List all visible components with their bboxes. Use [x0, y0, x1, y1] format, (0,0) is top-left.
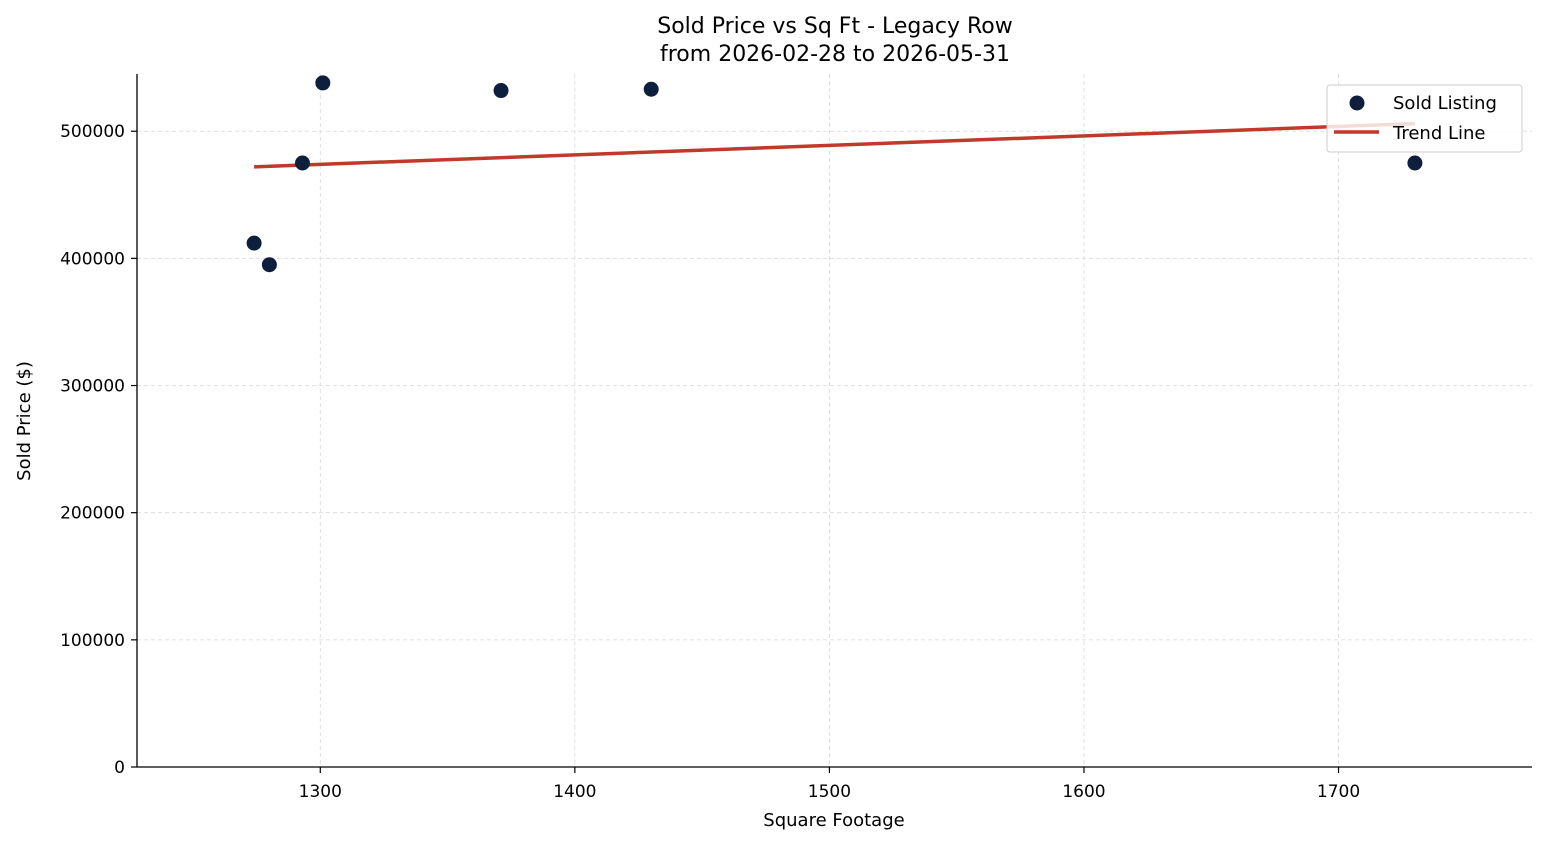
y-tick-label: 0: [114, 758, 125, 778]
data-point: [315, 75, 331, 91]
data-point: [246, 235, 262, 251]
y-tick-label: 400000: [60, 249, 125, 269]
y-tick-label: 300000: [60, 377, 125, 397]
x-tick-label: 1400: [553, 782, 596, 802]
chart-title: Sold Price vs Sq Ft - Legacy Row: [657, 14, 1012, 39]
legend-label-sold-listing: Sold Listing: [1393, 93, 1497, 114]
data-point: [643, 81, 659, 97]
y-tick-label: 500000: [60, 122, 125, 142]
data-point: [1407, 155, 1423, 171]
legend: Sold Listing Trend Line: [1326, 84, 1523, 153]
legend-label-trend-line: Trend Line: [1392, 123, 1486, 144]
axes-layer: [136, 74, 1532, 768]
legend-box: [1326, 84, 1523, 153]
data-point: [261, 257, 277, 273]
legend-marker-sold-listing: [1349, 95, 1365, 111]
x-tick-label: 1500: [808, 782, 851, 802]
x-tick-label: 1700: [1317, 782, 1360, 802]
trend-line: [254, 121, 1415, 169]
x-tick-label: 1600: [1062, 782, 1105, 802]
trend-layer: [254, 121, 1415, 169]
x-tick-label: 1300: [299, 782, 342, 802]
data-point: [294, 155, 310, 171]
y-tick-label: 100000: [60, 631, 125, 651]
x-axis-label: Square Footage: [763, 810, 904, 831]
grid-layer: [137, 74, 1532, 767]
chart-subtitle: from 2026-02-28 to 2026-05-31: [660, 42, 1010, 67]
points-layer: [246, 75, 1423, 273]
ticks-layer: 1300 1400 1500 1600 1700 0 100000 200000 300000 4…: [60, 122, 1360, 802]
data-point: [493, 83, 509, 99]
y-axis-label: Sold Price ($): [14, 361, 35, 481]
y-tick-label: 200000: [60, 504, 125, 524]
